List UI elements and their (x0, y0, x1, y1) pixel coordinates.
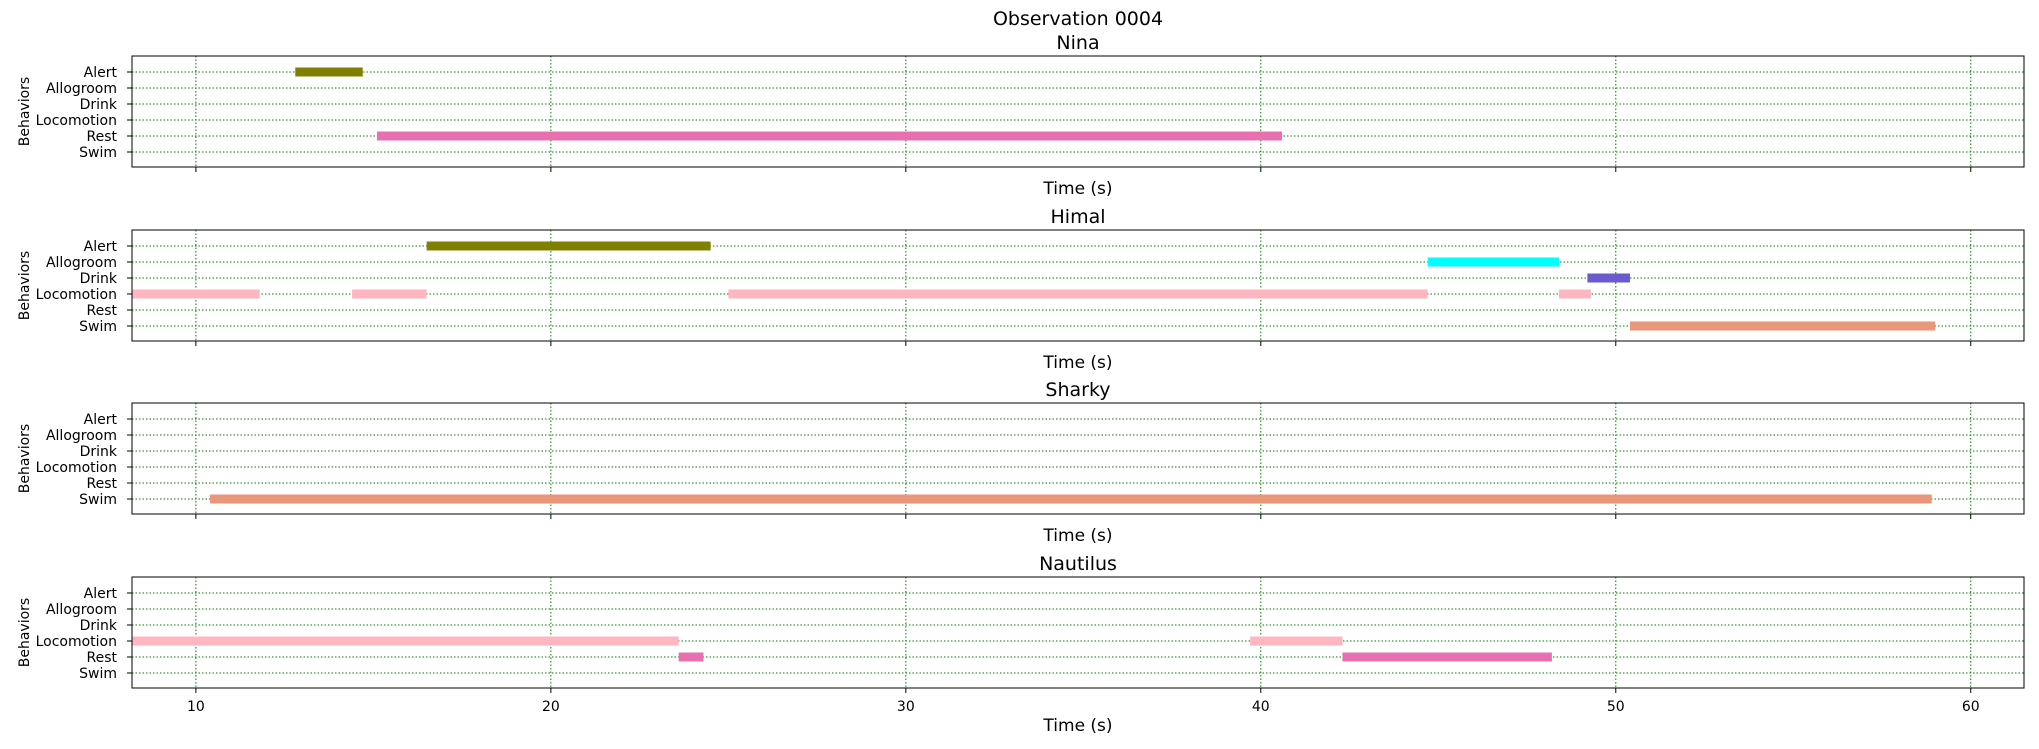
interval-bar (295, 67, 363, 77)
interval-bar (1558, 289, 1591, 299)
y-tick-label: Alert (84, 412, 118, 428)
interval-bar (426, 241, 711, 251)
axes-frame (131, 229, 2025, 342)
y-axis-label: Behaviors (17, 251, 33, 320)
y-tick-label: Allogroom (46, 255, 117, 271)
subplot-title: Sharky (1045, 379, 1110, 401)
y-tick-label: Swim (79, 492, 117, 508)
y-tick-label: Swim (79, 145, 117, 161)
subplot-nina: Nina AlertAllogroomDrinkLocomotionRestSwi… (17, 32, 2025, 199)
axes-frame (131, 576, 2025, 689)
y-tick-label: Alert (84, 65, 118, 81)
y-tick-label: Drink (80, 444, 118, 460)
y-axis-label: Behaviors (17, 77, 33, 146)
interval-bar (728, 289, 1428, 299)
figure-title: Observation 0004 (992, 8, 1164, 30)
axes-frame (131, 402, 2025, 515)
subplot-title: Nautilus (1039, 553, 1117, 575)
y-tick-label: Alert (84, 586, 118, 602)
interval-bar (1629, 321, 1936, 331)
y-tick-label: Rest (87, 476, 118, 492)
axes-frame (131, 55, 2025, 168)
x-axis-label: Time (s) (1042, 526, 1112, 546)
interval-bar (678, 652, 704, 662)
x-tick-label: 60 (1962, 699, 1980, 715)
x-tick-label: 20 (542, 699, 560, 715)
y-axis-label: Behaviors (17, 424, 33, 493)
interval-bar (376, 131, 1283, 141)
y-tick-label: Drink (80, 271, 118, 287)
x-tick-label: 30 (897, 699, 915, 715)
interval-bar (1250, 636, 1343, 646)
interval-bar (1342, 652, 1552, 662)
interval-bar (210, 494, 1932, 504)
y-tick-label: Rest (87, 129, 118, 145)
interval-bar (1587, 273, 1630, 283)
subplot-himal: Himal AlertAllogroomDrinkLocomotionRestSw… (17, 206, 2025, 373)
y-tick-label: Locomotion (36, 113, 117, 129)
x-tick-label: 40 (1252, 699, 1270, 715)
x-tick-label: 10 (187, 699, 205, 715)
y-tick-label: Swim (79, 319, 117, 335)
subplot-title: Nina (1056, 32, 1099, 54)
subplot-title: Himal (1051, 206, 1106, 228)
subplot-sharky: Sharky AlertAllogroomDrinkLocomotionRestS… (17, 379, 2025, 546)
y-tick-label: Swim (79, 666, 117, 682)
y-tick-label: Allogroom (46, 428, 117, 444)
y-tick-label: Rest (87, 650, 118, 666)
interval-bar (1427, 257, 1559, 267)
y-tick-label: Drink (80, 618, 118, 634)
interval-bar (352, 289, 427, 299)
y-tick-label: Locomotion (36, 287, 117, 303)
y-tick-label: Rest (87, 303, 118, 319)
x-tick-label: 50 (1607, 699, 1625, 715)
x-axis-label: Time (s) (1042, 716, 1112, 736)
y-tick-label: Alert (84, 239, 118, 255)
y-tick-label: Locomotion (36, 634, 117, 650)
y-tick-label: Drink (80, 97, 118, 113)
y-tick-label: Allogroom (46, 602, 117, 618)
y-tick-label: Allogroom (46, 81, 117, 97)
interval-bar (132, 289, 260, 299)
y-axis-label: Behaviors (17, 598, 33, 667)
x-axis-label: Time (s) (1042, 353, 1112, 373)
interval-bar (132, 636, 679, 646)
y-tick-label: Locomotion (36, 460, 117, 476)
x-axis-label: Time (s) (1042, 179, 1112, 199)
subplot-nautilus: Nautilus AlertAllogroomDrinkLocomotionRes… (17, 553, 2025, 736)
